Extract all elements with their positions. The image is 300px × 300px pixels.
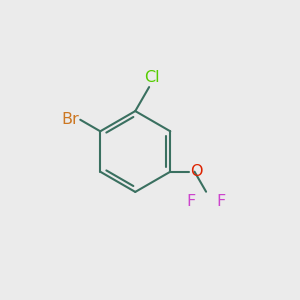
Text: F: F [217, 194, 226, 209]
Text: Br: Br [61, 112, 79, 127]
Text: O: O [190, 164, 203, 179]
Text: F: F [186, 194, 196, 209]
Text: Cl: Cl [144, 70, 159, 85]
